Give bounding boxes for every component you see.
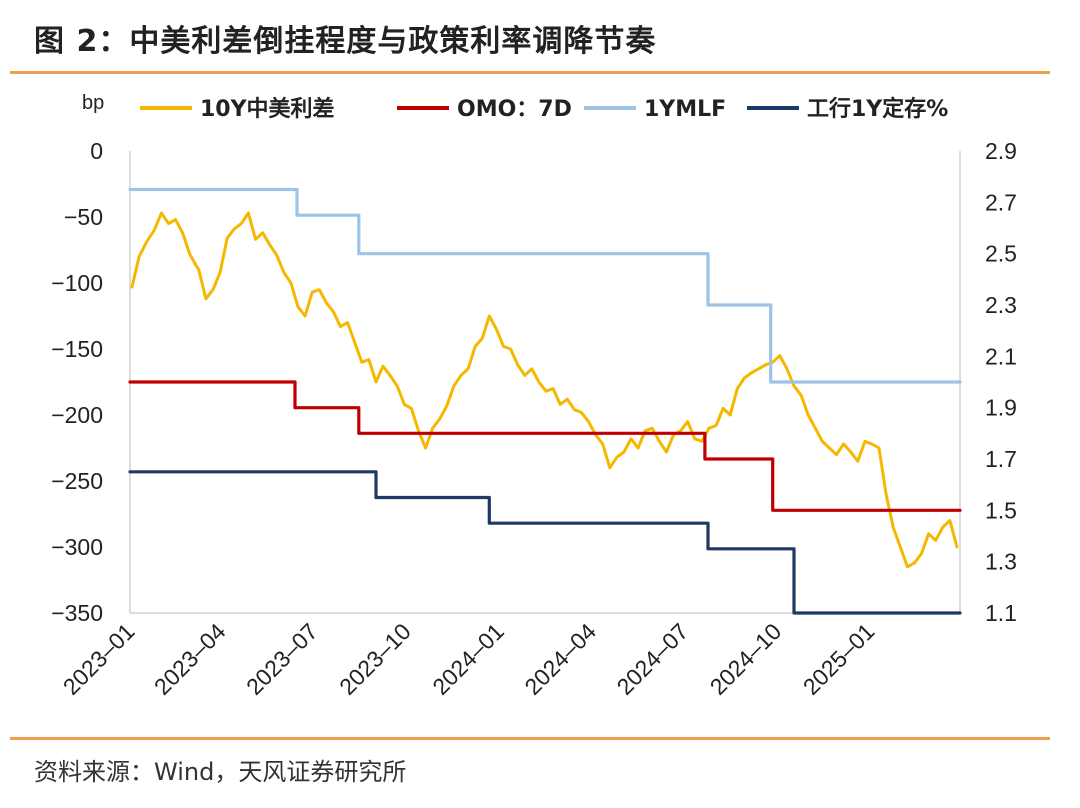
right-tick-label: 1.9 [985,395,1017,421]
x-tick-label: 2024–10 [705,618,787,700]
x-tick-label: 2024–04 [519,618,601,700]
left-tick-label: −300 [51,534,103,560]
x-axis-ticks: 2023–01 2023–04 2023–07 2023–10 2024–01 2024–… [58,618,880,700]
legend-label-3: 工行1Y定存% [807,96,948,122]
right-tick-label: 2.9 [985,138,1017,164]
legend-label-1: OMO：7D [457,97,572,122]
legend: 10Y中美利差 OMO：7D 1YMLF 工行1Y定存% [140,96,948,122]
left-tick-label: −100 [51,270,103,296]
x-tick-label: 2023–10 [334,618,416,700]
x-tick-label: 2023–04 [149,618,231,700]
right-tick-label: 1.7 [985,446,1017,472]
series-line-3 [128,470,962,615]
series-line-1 [128,380,962,512]
right-tick-label: 2.5 [985,241,1017,267]
bottom-divider [10,737,1050,740]
right-tick-label: 2.7 [985,189,1017,215]
right-axis-ticks: 2.9 2.7 2.5 2.3 2.1 1.9 1.7 1.5 1.3 1.1 [985,138,1017,626]
right-tick-label: 1.5 [985,497,1017,523]
x-tick-label: 2024–07 [612,618,694,700]
right-tick-label: 2.3 [985,292,1017,318]
top-divider [10,71,1050,74]
left-axis-ticks: 0 −50 −100 −150 −200 −250 −300 −350 [51,138,103,626]
series-line-2 [128,187,962,384]
right-tick-label: 1.1 [985,600,1017,626]
x-tick-label: 2023–01 [58,618,140,700]
x-tick-label: 2024–01 [427,618,509,700]
left-tick-label: −50 [64,204,103,230]
figure-title: 图 2：中美利差倒挂程度与政策利率调降节奏 [34,24,657,59]
left-tick-label: −150 [51,336,103,362]
left-tick-label: −200 [51,402,103,428]
x-tick-label: 2025–01 [798,618,880,700]
right-tick-label: 1.3 [985,549,1017,575]
series-lines [128,187,962,615]
legend-label-0: 10Y中美利差 [200,96,335,122]
x-tick-label: 2023–07 [241,618,323,700]
left-tick-label: 0 [90,138,103,164]
source-note: 资料来源：Wind，天风证券研究所 [34,758,407,786]
legend-label-2: 1YMLF [644,97,726,122]
left-axis-unit: bp [82,92,104,114]
left-tick-label: −250 [51,468,103,494]
series-line-0 [130,211,959,569]
right-tick-label: 2.1 [985,343,1017,369]
left-tick-label: −350 [51,600,103,626]
